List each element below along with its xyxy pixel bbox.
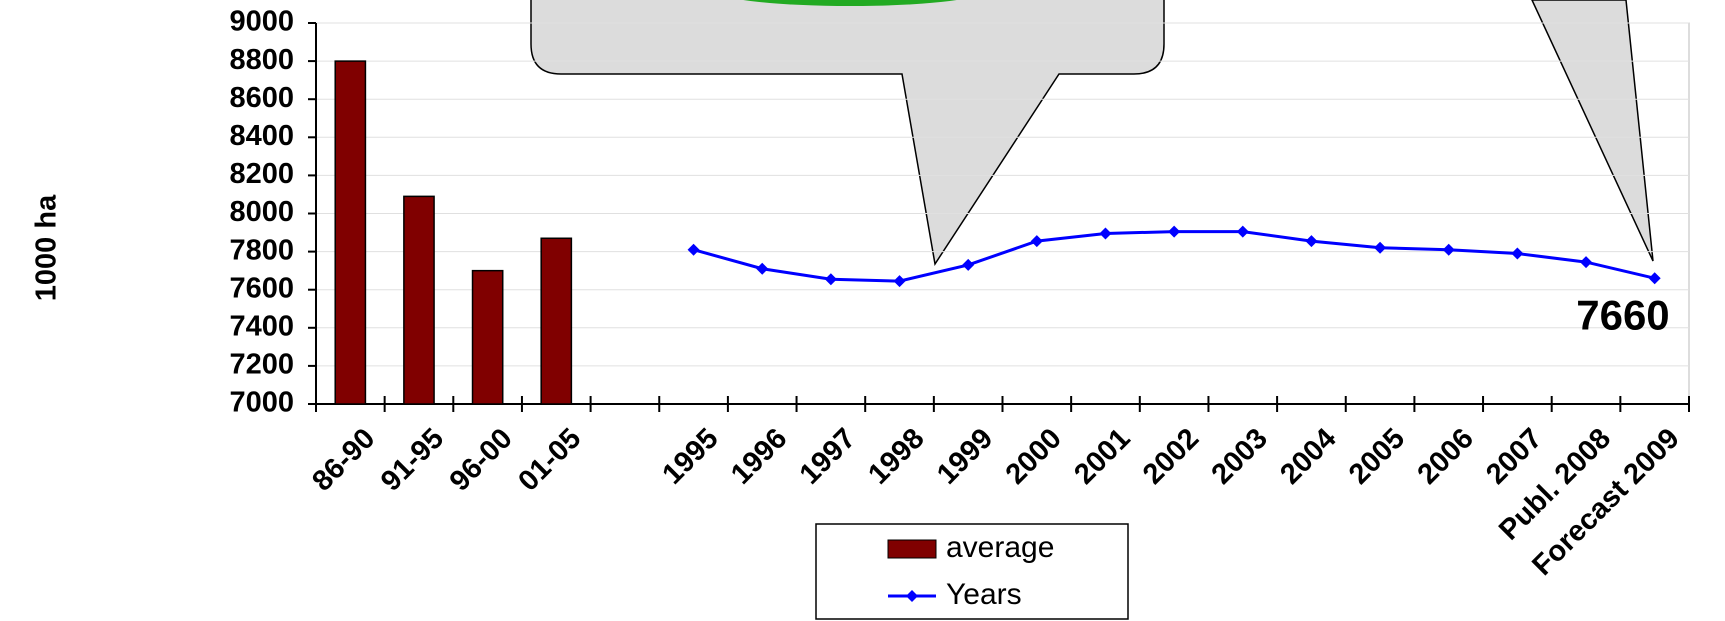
line-marker (1099, 227, 1112, 240)
x-tick-label: 1998 (862, 422, 930, 490)
line-marker (1648, 272, 1661, 285)
bar (403, 195, 435, 405)
y-tick-label: 7600 (229, 272, 294, 304)
y-tick-label: 8600 (229, 82, 294, 114)
bar (471, 269, 504, 405)
line-marker (1030, 235, 1043, 248)
callout (530, 0, 1165, 267)
callout (1531, 0, 1654, 262)
callout-decoration (743, 0, 957, 6)
line-marker (1580, 256, 1593, 269)
y-tick-label: 7000 (229, 387, 294, 419)
line-marker (687, 243, 700, 256)
x-tick-label: 1996 (725, 422, 793, 490)
legend-label: Years (946, 578, 1022, 611)
line-marker (1305, 235, 1318, 248)
legend-label: average (946, 531, 1054, 564)
x-tick-label: 2003 (1206, 422, 1274, 490)
line-marker (1374, 241, 1387, 254)
line-marker (893, 275, 906, 288)
line-marker (1442, 243, 1455, 256)
y-tick-label: 8800 (229, 44, 294, 76)
line-marker (962, 258, 975, 271)
legend-swatch-marker (906, 590, 918, 602)
y-tick-label: 7800 (229, 234, 294, 266)
line-marker (1168, 225, 1181, 238)
line-marker (824, 273, 837, 286)
x-tick-label: 2000 (1000, 422, 1068, 490)
x-tick-label: 1995 (656, 422, 724, 490)
y-tick-label: 7200 (229, 349, 294, 381)
y-tick-label: 8000 (229, 196, 294, 228)
x-tick-label: 2005 (1343, 422, 1411, 490)
y-tick-label: 7400 (229, 310, 294, 342)
x-tick-label: 2001 (1068, 422, 1136, 490)
x-tick-label: 2002 (1137, 422, 1205, 490)
x-tick-label: 2004 (1274, 422, 1342, 490)
x-tick-label: 2006 (1412, 422, 1480, 490)
x-tick-label: 1999 (931, 422, 999, 490)
bar (334, 60, 367, 405)
x-tick-label: 96-00 (444, 422, 519, 497)
x-tick-label: 86-90 (306, 422, 381, 497)
line-marker (1511, 247, 1524, 260)
y-tick-label: 8400 (229, 120, 294, 152)
x-tick-label: 01-05 (512, 422, 587, 497)
bar (540, 237, 573, 405)
x-tick-label: 1997 (794, 422, 862, 490)
line-marker (1236, 225, 1249, 238)
x-tick-label: 91-95 (375, 422, 450, 497)
line (693, 230, 1656, 283)
legend (815, 523, 1129, 620)
line-marker (756, 262, 769, 275)
y-axis-title: 1000 ha (31, 194, 63, 301)
y-tick-label: 9000 (229, 6, 294, 38)
data-label: 7660 (1576, 291, 1669, 338)
y-tick-label: 8200 (229, 158, 294, 190)
legend-swatch (887, 539, 937, 559)
